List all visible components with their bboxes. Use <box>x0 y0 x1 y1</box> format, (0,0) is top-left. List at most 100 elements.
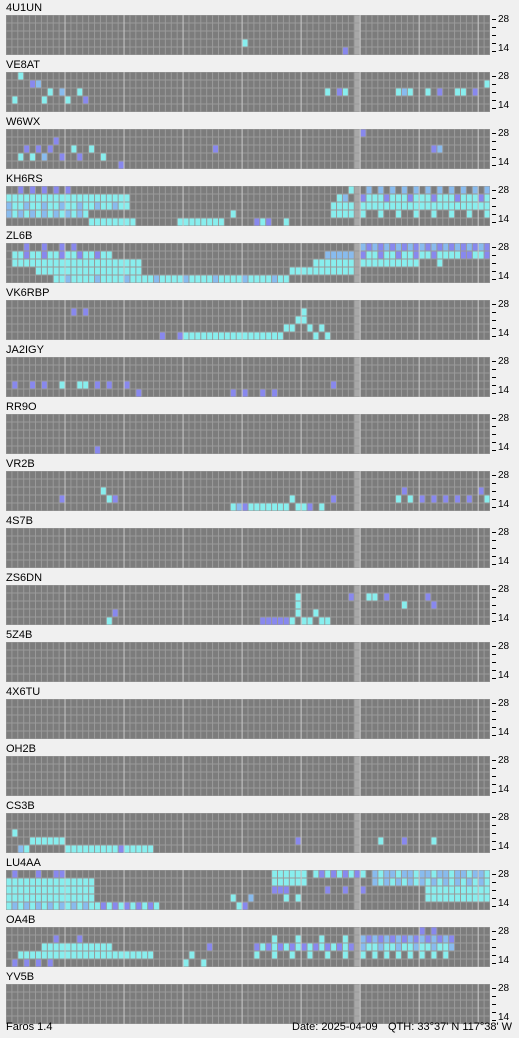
grid-cell <box>242 642 248 650</box>
grid-cell <box>236 31 242 39</box>
grid-cell <box>278 31 283 39</box>
grid-cell <box>272 300 278 308</box>
grid-cell <box>401 80 407 88</box>
grid-cell <box>272 202 278 210</box>
grid-cell <box>118 585 124 593</box>
grid-cell <box>24 218 30 226</box>
grid-cell <box>218 129 224 137</box>
grid-cell <box>425 300 431 308</box>
grid-cell <box>384 23 390 31</box>
grid-cell <box>6 324 12 332</box>
heard-cell <box>431 495 437 503</box>
grid-cell <box>41 300 47 308</box>
grid-cell <box>342 80 348 88</box>
grid-cell <box>443 218 449 226</box>
grid-cell <box>83 609 89 617</box>
grid-cell <box>466 617 472 625</box>
axis-label-top: 28 <box>498 299 510 310</box>
grid-cell <box>260 251 266 259</box>
grid-cell <box>224 259 230 267</box>
grid-cell <box>130 137 136 145</box>
grid-cell <box>455 15 460 23</box>
grid-cell <box>260 153 266 161</box>
grid-cell <box>425 259 431 267</box>
grid-cell <box>342 365 348 373</box>
heard-cell <box>360 194 366 202</box>
heard-cell <box>396 202 401 210</box>
grid-cell <box>224 503 230 511</box>
grid-cell <box>319 186 325 194</box>
grid-cell <box>195 300 201 308</box>
grid-cell <box>390 324 396 332</box>
grid-cell <box>83 536 89 544</box>
grid-cell <box>331 47 337 55</box>
grid-cell <box>177 72 183 80</box>
grid-cell <box>95 479 100 487</box>
grid-cell <box>195 503 201 511</box>
grid-cell <box>289 552 295 560</box>
grid-cell <box>455 137 460 145</box>
heard-cell <box>124 381 130 389</box>
grid-cell <box>254 31 260 39</box>
grid-cell <box>372 47 378 55</box>
grid-cell <box>12 430 18 438</box>
grid-cell <box>183 609 189 617</box>
grid-cell <box>36 218 41 226</box>
heard-cell <box>53 137 59 145</box>
grid-cell <box>278 495 283 503</box>
grid-cell <box>183 414 189 422</box>
heard-cell <box>159 332 165 340</box>
grid-cell <box>295 552 301 560</box>
grid-cell <box>30 300 36 308</box>
grid-cell <box>307 251 313 259</box>
grid-cell <box>431 446 437 454</box>
grid-cell <box>396 15 401 23</box>
grid-cell <box>372 23 378 31</box>
grid-cell <box>136 251 142 259</box>
heard-cell <box>254 218 260 226</box>
grid-cell <box>260 72 266 80</box>
heard-cell <box>425 194 431 202</box>
grid-cell <box>449 129 455 137</box>
grid-cell <box>331 609 337 617</box>
grid-cell <box>130 528 136 536</box>
grid-cell <box>36 365 41 373</box>
grid-cell <box>154 129 159 137</box>
grid-cell <box>148 202 154 210</box>
grid-cell <box>24 72 30 80</box>
grid-cell <box>390 145 396 153</box>
grid-cell <box>283 202 289 210</box>
heard-cell <box>360 129 366 137</box>
grid-cell <box>419 324 425 332</box>
grid-cell <box>425 153 431 161</box>
heard-cell <box>77 267 83 275</box>
grid-cell <box>6 503 12 511</box>
grid-cell <box>236 430 242 438</box>
grid-cell <box>213 161 218 169</box>
heard-cell <box>254 332 260 340</box>
grid-cell <box>142 80 148 88</box>
grid-cell <box>177 642 183 650</box>
grid-cell <box>466 503 472 511</box>
grid-cell <box>83 137 89 145</box>
axis-label-top: 28 <box>498 71 510 82</box>
grid-cell <box>36 72 41 80</box>
grid-cell <box>224 422 230 430</box>
grid-cell <box>460 210 466 218</box>
heard-cell <box>41 153 47 161</box>
heard-cell <box>24 259 30 267</box>
grid-cell <box>142 536 148 544</box>
grid-cell <box>47 80 53 88</box>
grid-cell <box>41 389 47 397</box>
beacon-panel: VR2B 28 14 <box>0 456 519 513</box>
grid-cell <box>272 243 278 251</box>
grid-cell <box>443 389 449 397</box>
grid-cell <box>213 414 218 422</box>
axis-tick <box>492 263 496 264</box>
grid-cell <box>378 552 384 560</box>
grid-cell <box>218 365 224 373</box>
grid-cell <box>224 430 230 438</box>
grid-cell <box>148 487 154 495</box>
grid-cell <box>236 357 242 365</box>
grid-cell <box>159 31 165 39</box>
